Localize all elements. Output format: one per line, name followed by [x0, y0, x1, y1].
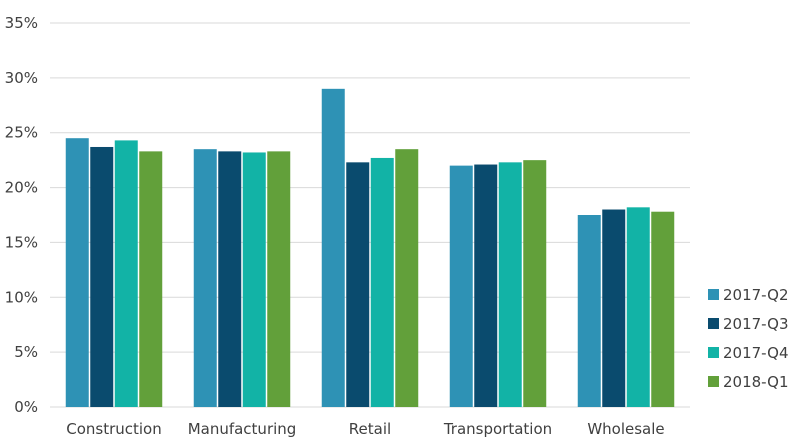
y-tick-label: 10% [5, 288, 38, 306]
y-tick-label: 15% [5, 233, 38, 251]
bar-2017-q2-transportation [449, 165, 473, 407]
legend-swatch [708, 347, 719, 358]
legend: 2017-Q2 2017-Q3 2017-Q4 2018-Q1 [708, 286, 789, 391]
bar-2018-q1-retail [395, 149, 419, 407]
y-tick-label: 5% [14, 343, 38, 361]
bar-2017-q3-retail [346, 162, 370, 407]
legend-swatch [708, 376, 719, 387]
bar-2017-q3-transportation [474, 164, 498, 407]
bar-2017-q4-wholesale [626, 207, 650, 407]
x-category-label: Retail [349, 420, 391, 438]
bar-2017-q2-construction [65, 138, 89, 407]
legend-label: 2017-Q2 [723, 286, 789, 304]
bar-2018-q1-wholesale [651, 211, 675, 407]
legend-swatch [708, 289, 719, 300]
bar-2018-q1-construction [139, 151, 163, 407]
bar-2018-q1-manufacturing [267, 151, 291, 407]
y-tick-label: 30% [5, 69, 38, 87]
bar-2017-q4-retail [370, 157, 394, 407]
bar-2017-q2-manufacturing [193, 149, 217, 407]
y-tick-label: 0% [14, 398, 38, 416]
bar-2017-q3-wholesale [602, 209, 626, 407]
legend-label: 2017-Q3 [723, 315, 789, 333]
x-axis-categories: Construction Manufacturing Retail Transport… [66, 420, 664, 438]
bar-2017-q2-wholesale [577, 215, 601, 407]
legend-label: 2018-Q1 [723, 373, 789, 391]
x-category-label: Manufacturing [188, 420, 297, 438]
bar-2018-q1-transportation [523, 160, 547, 407]
bar-2017-q4-manufacturing [242, 152, 266, 407]
y-axis-ticks: 0% 5% 10% 15% 20% 25% 30% 35% [5, 14, 38, 416]
bar-2017-q4-construction [114, 140, 138, 407]
x-category-label: Construction [66, 420, 162, 438]
y-tick-label: 20% [5, 179, 38, 197]
x-category-label: Wholesale [587, 420, 664, 438]
x-category-label: Transportation [443, 420, 552, 438]
y-tick-label: 25% [5, 124, 38, 142]
bar-2017-q2-retail [321, 88, 345, 407]
legend-label: 2017-Q4 [723, 344, 789, 362]
bar-2017-q4-transportation [498, 162, 522, 407]
bars [65, 88, 675, 407]
y-tick-label: 35% [5, 14, 38, 32]
legend-swatch [708, 318, 719, 329]
bar-2017-q3-manufacturing [218, 151, 242, 407]
bar-2017-q3-construction [90, 146, 114, 407]
